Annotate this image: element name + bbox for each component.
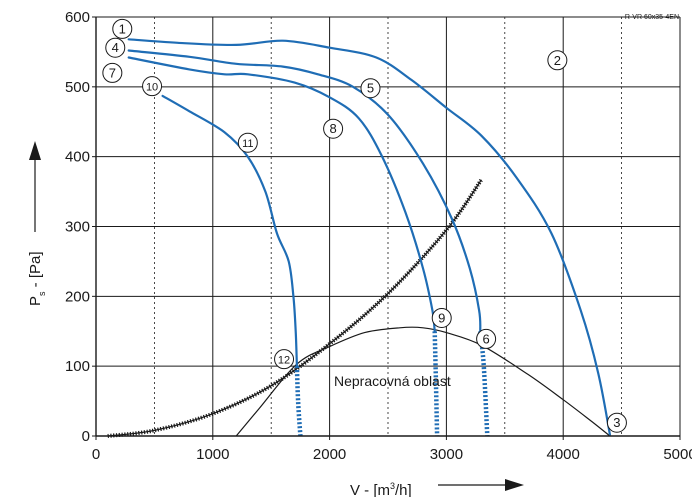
y-axis-label-sub: s [37,291,47,296]
curve-label: 11 [237,132,258,153]
curve-label-text: 7 [109,65,116,80]
curve-label-text: 6 [482,331,489,346]
fan-curves [127,38,611,437]
y-axis-label: Ps - [Pa] [27,251,47,306]
curve-label: 7 [102,62,123,83]
x-axis-label: V - [m3/h] [350,481,412,497]
fan-curve-tail [478,331,490,437]
curve-label-text: 3 [613,415,620,430]
curve-label-circle [105,37,126,58]
curve-label-circle [547,50,568,71]
x-tick-label: 1000 [196,446,229,463]
curve-label-text: 8 [329,121,336,136]
curve-label: 3 [606,412,627,433]
curve-label-circle [323,118,344,139]
y-tick-label: 0 [82,428,90,445]
curve-label: 5 [360,78,381,99]
y-tick-label: 200 [65,288,90,305]
svg-text:Ps - [Pa]: Ps - [Pa] [27,251,47,306]
curve-label-circle [431,307,452,328]
system-line-hatch [107,178,484,438]
curve-label-text: 10 [146,82,158,94]
x-tick-label: 0 [92,446,100,463]
fan-curve-fourth [161,94,298,368]
curve-label-text: 4 [112,40,119,55]
y-tick-label: 400 [65,149,90,166]
fan-curve-third [127,56,436,333]
curve-label-circle [142,76,163,97]
system-curve [107,178,484,438]
grid [96,16,681,436]
y-tick-label: 300 [65,219,90,236]
x-tick-label: 3000 [430,446,463,463]
curve-label-circle [102,62,123,83]
curve-label-text: 9 [438,310,445,325]
y-tick-label: 100 [65,358,90,375]
y-axis-label-main: P [27,296,44,306]
curve-label-text: 5 [367,81,374,96]
curve-label: 1 [112,18,133,39]
x-tick-label: 2000 [313,446,346,463]
y-tick-label: 600 [65,9,90,26]
fan-curve-top [127,38,611,436]
curve-label-circle [606,412,627,433]
curve-label: 8 [323,118,344,139]
curve-label-circle [112,18,133,39]
curve-label: 4 [105,37,126,58]
x-axis-arrow [438,479,524,491]
curve-label: 6 [476,328,497,349]
x-tick-label: 4000 [547,446,580,463]
curve-label-circle [274,349,295,370]
curve-label-circle [360,78,381,99]
curve-label: 12 [274,349,295,370]
fan-curve-tail [432,331,440,437]
curve-label-circle [476,328,497,349]
fan-curve-tail [294,366,303,437]
curve-label-text: 2 [554,53,561,68]
curve-label: 10 [142,76,163,97]
region-label: Nepracovná oblast [334,373,451,389]
y-axis-label-end: - [Pa] [27,251,44,291]
curve-label: 2 [547,50,568,71]
curve-label: 9 [431,307,452,328]
x-axis-label-main: V - [m [350,482,390,497]
curve-label-text: 11 [242,138,253,150]
model-label: R-VR 60x35-4EN [625,14,679,21]
x-axis-label-sup: 3 [390,481,395,491]
x-axis-label-end: /h] [395,482,412,497]
curve-label-text: 1 [119,21,126,36]
y-axis-arrow [29,141,41,232]
y-tick-label: 500 [65,79,90,96]
curve-label-text: 12 [278,355,290,367]
fan-curve-second [127,49,482,333]
curve-label-circle [237,132,258,153]
